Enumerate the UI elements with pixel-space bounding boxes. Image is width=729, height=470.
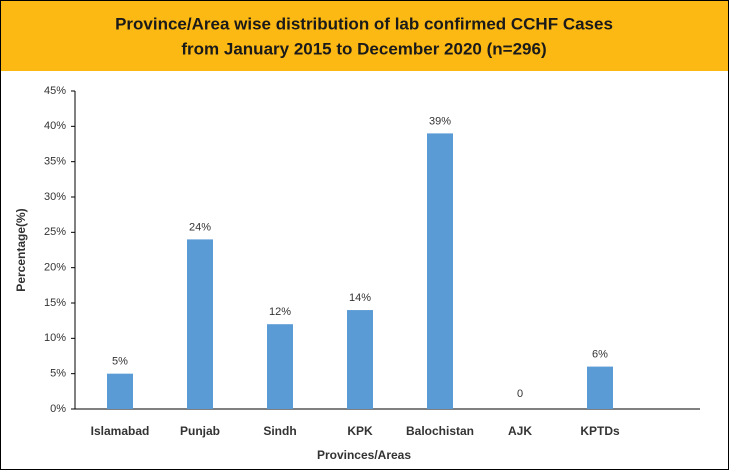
title-banner (1, 1, 728, 71)
bar (347, 310, 373, 409)
bar (267, 324, 293, 409)
bar (187, 239, 213, 409)
y-tick-label: 35% (44, 156, 66, 168)
value-label: 12% (269, 306, 291, 318)
x-tick-label: Balochistan (406, 424, 474, 438)
value-label: 14% (349, 292, 371, 304)
bar (427, 133, 453, 409)
value-label: 39% (429, 115, 451, 127)
value-label: 5% (112, 356, 128, 368)
bar (587, 366, 613, 409)
chart-title: Province/Area wise distribution of lab c… (115, 14, 613, 33)
value-label: 24% (189, 221, 211, 233)
y-tick-label: 15% (44, 297, 66, 309)
x-tick-label: AJK (508, 424, 532, 438)
y-tick-label: 45% (44, 85, 66, 97)
x-tick-label: Islamabad (91, 424, 150, 438)
x-tick-label: Sindh (263, 424, 296, 438)
value-label: 0 (517, 388, 523, 400)
y-tick-label: 30% (44, 191, 66, 203)
y-tick-label: 10% (44, 332, 66, 344)
bar (107, 373, 133, 409)
chart-title: from January 2015 to December 2020 (n=29… (181, 39, 546, 58)
x-tick-label: KPK (347, 424, 373, 438)
y-tick-label: 0% (50, 403, 66, 415)
value-label: 6% (592, 349, 608, 361)
y-tick-label: 25% (44, 226, 66, 238)
x-axis-title: Provinces/Areas (317, 448, 411, 462)
y-tick-label: 40% (44, 120, 66, 132)
x-tick-label: KPTDs (580, 424, 620, 438)
y-tick-label: 20% (44, 262, 66, 274)
y-tick-label: 5% (50, 368, 66, 380)
y-axis-title: Percentage(%) (14, 208, 28, 291)
x-tick-label: Punjab (180, 424, 220, 438)
